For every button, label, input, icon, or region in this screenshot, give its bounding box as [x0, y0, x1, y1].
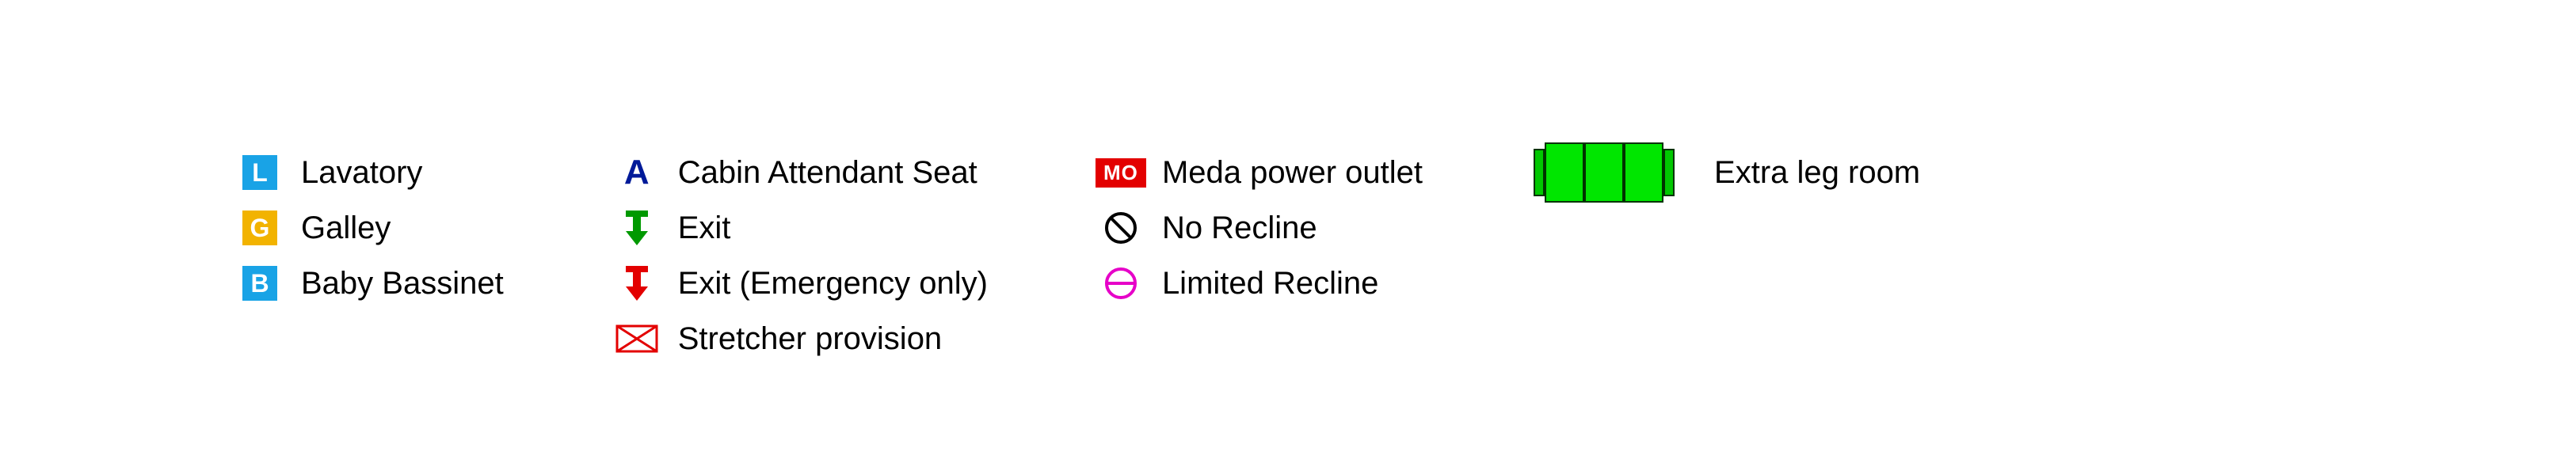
seat-cell-icon: [1584, 142, 1624, 203]
legend-item-no-recline: No Recline: [1099, 206, 1423, 250]
seat-arm-right-icon: [1663, 149, 1675, 196]
legend-item-meda: MO Meda power outlet: [1099, 150, 1423, 195]
exit-emergency-icon: [615, 261, 659, 305]
attendant-icon: A: [615, 150, 659, 195]
legend-item-galley: G Galley: [238, 206, 504, 250]
extra-legroom-label: Extra leg room: [1714, 155, 1920, 191]
seat-cell-icon: [1624, 142, 1663, 203]
no-recline-icon: [1099, 206, 1143, 250]
exit-label: Exit: [678, 211, 731, 246]
bassinet-label: Baby Bassinet: [301, 266, 504, 302]
lavatory-label: Lavatory: [301, 155, 422, 191]
lavatory-icon: L: [238, 150, 282, 195]
legend-item-exit: Exit: [615, 206, 988, 250]
exit-icon: [615, 206, 659, 250]
seat-cell-icon: [1545, 142, 1584, 203]
no-recline-svg-icon: [1103, 211, 1138, 245]
square-b-icon: B: [242, 266, 277, 301]
mo-badge-icon: MO: [1096, 158, 1146, 188]
legend-item-bassinet: B Baby Bassinet: [238, 261, 504, 305]
extra-legroom-icon: [1534, 142, 1675, 203]
meda-label: Meda power outlet: [1162, 155, 1423, 191]
stretcher-label: Stretcher provision: [678, 321, 942, 357]
meda-icon: MO: [1099, 150, 1143, 195]
limited-recline-icon: [1099, 261, 1143, 305]
legend-col-3: MO Meda power outlet No Recline Limited …: [1099, 150, 1423, 305]
limited-recline-label: Limited Recline: [1162, 266, 1378, 302]
stretcher-svg-icon: [615, 324, 658, 353]
exit-red-icon: [621, 264, 653, 302]
exit-green-icon: [621, 209, 653, 247]
legend-col-1: L Lavatory G Galley B Baby Bassinet: [238, 150, 504, 305]
legend-item-attendant: A Cabin Attendant Seat: [615, 150, 988, 195]
no-recline-label: No Recline: [1162, 211, 1317, 246]
legend-item-exit-emergency: Exit (Emergency only): [615, 261, 988, 305]
exit-emergency-label: Exit (Emergency only): [678, 266, 988, 302]
galley-icon: G: [238, 206, 282, 250]
legend-item-extra-legroom: Extra leg room: [1534, 150, 1920, 195]
square-letter: G: [250, 214, 270, 243]
letter-a-icon: A: [624, 153, 650, 192]
legend-item-lavatory: L Lavatory: [238, 150, 504, 195]
stretcher-icon: [615, 317, 659, 361]
square-l-icon: L: [242, 155, 277, 190]
square-letter: L: [252, 158, 268, 188]
bassinet-icon: B: [238, 261, 282, 305]
seat-arm-left-icon: [1534, 149, 1545, 196]
square-g-icon: G: [242, 211, 277, 245]
seat-map-legend: L Lavatory G Galley B Baby Bassinet A Ca…: [238, 150, 1920, 361]
limited-recline-svg-icon: [1103, 266, 1138, 301]
legend-col-2: A Cabin Attendant Seat Exit: [615, 150, 988, 361]
legend-item-stretcher: Stretcher provision: [615, 317, 988, 361]
legend-col-4: Extra leg room: [1534, 150, 1920, 195]
square-letter: B: [250, 269, 269, 298]
legend-item-limited-recline: Limited Recline: [1099, 261, 1423, 305]
galley-label: Galley: [301, 211, 391, 246]
attendant-label: Cabin Attendant Seat: [678, 155, 977, 191]
mo-text: MO: [1103, 161, 1138, 184]
